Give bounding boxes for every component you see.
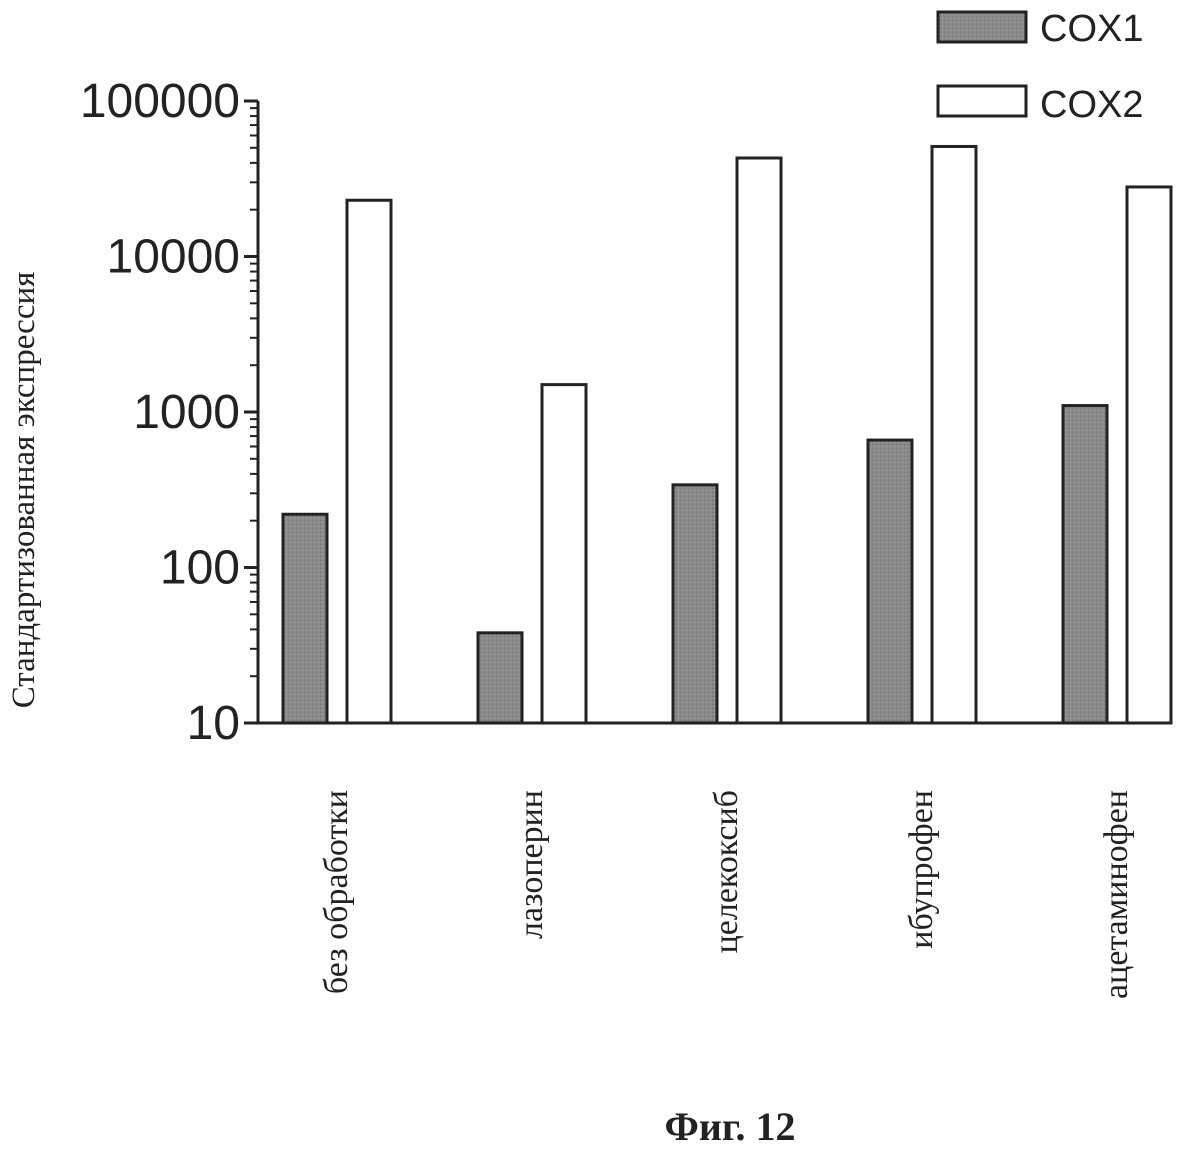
y-tick-label: 1000 xyxy=(133,386,240,439)
legend: COX1 COX2 xyxy=(938,8,1143,126)
y-tick-label: 100 xyxy=(160,542,240,595)
x-tick-label: без обработки xyxy=(318,790,355,994)
y-tick-label: 100000 xyxy=(80,75,240,128)
legend-swatch-cox2 xyxy=(938,86,1026,116)
bar-cox1-3 xyxy=(673,485,717,723)
x-tick-label: ибупрофен xyxy=(903,790,940,949)
x-tick-label: целекоксиб xyxy=(708,790,745,953)
bar-cox2-2 xyxy=(542,385,586,723)
bar-cox1-2 xyxy=(478,633,522,723)
bar-cox2-4 xyxy=(932,146,976,723)
bar-cox2-3 xyxy=(737,158,781,723)
bar-cox1-4 xyxy=(868,440,912,723)
legend-swatch-cox1 xyxy=(938,12,1026,42)
bar-cox1-1 xyxy=(283,514,327,723)
figure-caption: Фиг. 12 xyxy=(664,1104,795,1149)
y-axis-title: Стандартизованная экспрессия xyxy=(6,272,42,709)
bar-cox1-5 xyxy=(1063,406,1107,723)
bar-cox2-1 xyxy=(347,200,391,723)
y-axis-ticks xyxy=(244,101,258,723)
chart: Стандартизованная экспрессия 10100100010… xyxy=(0,0,1200,1150)
legend-label-cox1: COX1 xyxy=(1040,8,1143,50)
x-tick-label: ацетаминофен xyxy=(1098,790,1135,999)
y-tick-label: 10 xyxy=(187,697,240,750)
x-tick-label: лазоперин xyxy=(513,790,550,939)
bar-cox2-5 xyxy=(1127,187,1171,723)
y-tick-labels: 10 100 1000 10000 100000 xyxy=(80,75,240,750)
legend-label-cox2: COX2 xyxy=(1040,84,1143,126)
bars xyxy=(283,146,1171,723)
y-tick-label: 10000 xyxy=(107,231,240,284)
x-tick-labels: без обработки лазоперин целекоксиб ибупрофе… xyxy=(318,790,1135,999)
